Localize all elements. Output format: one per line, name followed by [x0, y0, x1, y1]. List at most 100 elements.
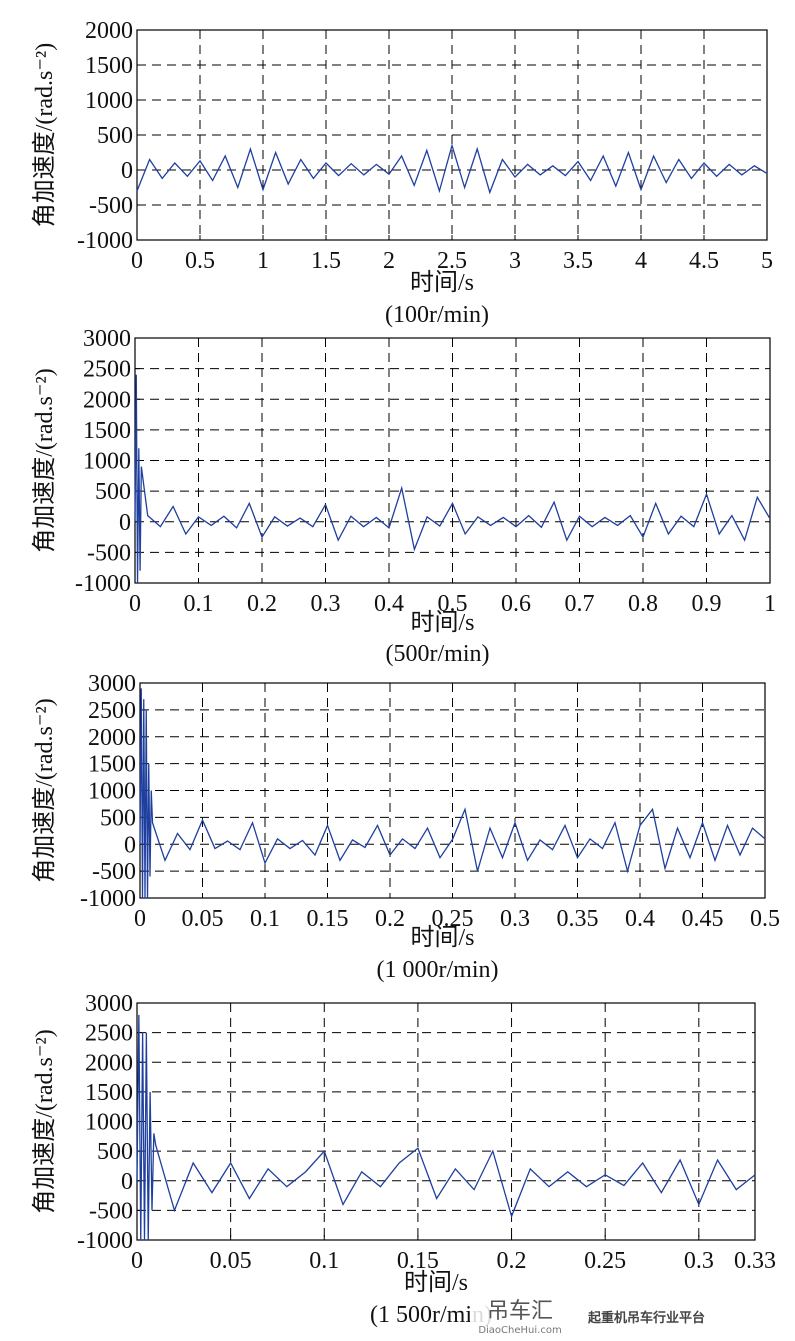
y-tick-label: 2000	[85, 18, 133, 44]
y-tick-label: 0	[121, 158, 133, 184]
y-tick-label: -500	[89, 1198, 133, 1224]
x-tick-label: 3.5	[563, 248, 593, 274]
y-tick-label: 2000	[88, 725, 136, 751]
x-tick-label: 1	[764, 591, 776, 617]
x-tick-label: 0.8	[628, 591, 658, 617]
x-tick-label: 4	[635, 248, 647, 274]
y-tick-label: 2000	[83, 387, 131, 413]
y-axis-label: 角加速度/(rad.s⁻²)	[31, 1029, 58, 1214]
x-tick-label: 0.3	[500, 906, 530, 932]
x-tick-label: 0.6	[501, 591, 531, 617]
x-tick-label: 0.9	[692, 591, 722, 617]
y-tick-label: -1000	[77, 228, 133, 254]
y-tick-label: 2000	[85, 1050, 133, 1076]
y-tick-label: 0	[119, 510, 131, 536]
y-tick-label: -500	[89, 193, 133, 219]
x-tick-label: 0.05	[182, 906, 224, 932]
x-tick-label: 0.4	[374, 591, 404, 617]
signal-line	[139, 688, 766, 899]
y-tick-label: -1000	[77, 1228, 133, 1254]
y-tick-label: -1000	[75, 571, 131, 597]
y-tick-label: -500	[92, 859, 136, 885]
x-axis-label: 时间/s	[410, 924, 474, 951]
x-tick-label: 0.2	[375, 906, 405, 932]
y-tick-label: 500	[97, 123, 133, 149]
y-tick-label: 2500	[88, 698, 136, 724]
caption: (500r/min)	[386, 641, 490, 667]
x-tick-label: 4.5	[689, 248, 719, 274]
x-tick-label: 1	[257, 248, 269, 274]
x-tick-label: 0.7	[565, 591, 595, 617]
subplot: -1000 -500 0 500 1000 1500 2000 0 0.5 1 1.5 2 2.5 3 3.…	[31, 18, 773, 328]
watermark-logo: 吊车汇	[487, 1299, 553, 1324]
x-tick-label: 0.5	[438, 591, 468, 617]
y-tick-label: 0	[121, 1169, 133, 1195]
x-axis-label: 时间/s	[404, 1269, 468, 1296]
y-tick-label: 1000	[83, 449, 131, 475]
x-axis-label: 时间/s	[410, 269, 474, 296]
y-tick-label: 1000	[85, 88, 133, 114]
x-tick-label: 0	[131, 1248, 143, 1274]
y-tick-label: 500	[97, 1139, 133, 1165]
y-tick-label: 500	[100, 805, 136, 831]
x-tick-label: 0.2	[497, 1248, 527, 1274]
signal-line	[136, 1014, 756, 1241]
y-tick-label: 1500	[83, 418, 131, 444]
x-tick-label: 2	[383, 248, 395, 274]
y-tick-label: -1000	[80, 886, 136, 912]
y-tick-label: 0	[124, 832, 136, 858]
x-tick-label: 0.15	[307, 906, 349, 932]
watermark-slogan: 起重机吊车行业平台	[587, 1310, 705, 1326]
y-axis-label: 角加速度/(rad.s⁻²)	[31, 43, 58, 228]
y-tick-label: 1000	[88, 779, 136, 805]
plot-frame	[136, 1002, 756, 1241]
x-axis-label: 时间/s	[410, 609, 474, 636]
x-tick-label: 0.5	[185, 248, 215, 274]
x-tick-label: 0.1	[250, 906, 280, 932]
x-tick-label: 0.25	[432, 906, 474, 932]
y-tick-label: 3000	[88, 671, 136, 697]
y-tick-label: 1000	[85, 1110, 133, 1136]
x-tick-label: 0.3	[684, 1248, 714, 1274]
y-tick-label: 3000	[83, 326, 131, 352]
signal-line	[134, 374, 771, 584]
x-tick-label: 3	[509, 248, 521, 274]
x-tick-label: 0.25	[584, 1248, 626, 1274]
x-tick-label: 0.4	[625, 906, 655, 932]
x-tick-label: 0.05	[210, 1248, 252, 1274]
y-tick-label: -500	[87, 540, 131, 566]
x-tick-label: 0.5	[750, 906, 780, 932]
watermark-url: DiaoCheHui.com	[478, 1325, 561, 1336]
y-tick-label: 1500	[85, 53, 133, 79]
signal-line	[136, 143, 768, 195]
x-tick-label: 0.2	[247, 591, 277, 617]
x-tick-label: 0.1	[184, 591, 214, 617]
subplot: -1000 -500 0 500 1000 1500 2000 2500 3000 0 0.05 0.…	[31, 991, 776, 1328]
watermark-bg	[470, 1296, 580, 1336]
x-tick-label: 1.5	[311, 248, 341, 274]
x-tick-label: 0.45	[682, 906, 724, 932]
x-tick-label: 0	[134, 906, 146, 932]
y-tick-label: 1500	[85, 1080, 133, 1106]
y-tick-label: 1500	[88, 752, 136, 778]
y-tick-label: 3000	[85, 991, 133, 1017]
plot-frame	[136, 29, 768, 241]
x-tick-label: 0.3	[311, 591, 341, 617]
x-tick-label: 0.15	[397, 1248, 439, 1274]
x-tick-label: 0.33	[734, 1248, 776, 1274]
y-axis-label: 角加速度/(rad.s⁻²)	[31, 368, 58, 553]
x-tick-label: 0.35	[557, 906, 599, 932]
y-tick-label: 2500	[83, 357, 131, 383]
y-tick-label: 2500	[85, 1021, 133, 1047]
x-tick-label: 0	[131, 248, 143, 274]
y-axis-label: 角加速度/(rad.s⁻²)	[31, 698, 58, 883]
caption: (100r/min)	[385, 302, 489, 328]
x-tick-label: 2.5	[437, 248, 467, 274]
x-tick-label: 5	[761, 248, 773, 274]
y-tick-label: 500	[95, 479, 131, 505]
x-tick-label: 0.1	[309, 1248, 339, 1274]
subplot: -1000 -500 0 500 1000 1500 2000 2500 3000 0 0.1 0.2…	[31, 326, 776, 667]
